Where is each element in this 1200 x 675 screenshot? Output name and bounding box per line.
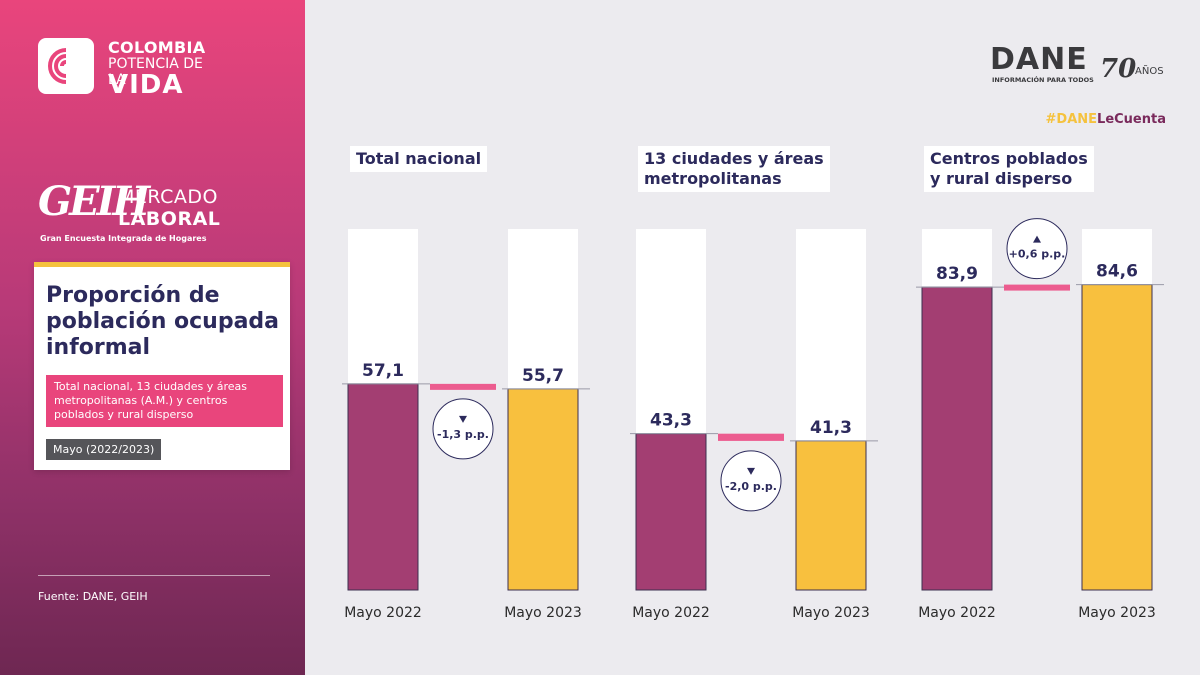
- bar-mayo-2022: [347, 383, 419, 591]
- data-label: 84,6: [1096, 262, 1138, 282]
- source-divider: [38, 575, 270, 576]
- geih-logo-subtitle: Gran Encuesta Integrada de Hogares: [40, 234, 207, 243]
- data-label: 43,3: [650, 411, 692, 431]
- bar-mayo-2023: [795, 440, 867, 591]
- category-label: Mayo 2023: [792, 605, 870, 621]
- hashtag-part2: LeCuenta: [1097, 112, 1166, 127]
- data-label: 55,7: [522, 366, 564, 386]
- geih-logo: GEIH MERCADO LABORAL Gran Encuesta Integ…: [38, 178, 238, 248]
- bar-mayo-2023: [1081, 284, 1153, 591]
- source-note: Fuente: DANE, GEIH: [38, 590, 148, 603]
- dane-logo-word: DANE: [990, 42, 1088, 77]
- difference-bar: [718, 433, 784, 441]
- dane-70-anos: AÑOS: [1135, 66, 1164, 77]
- category-label: Mayo 2022: [918, 605, 996, 621]
- hashtag: #DANELeCuenta: [1046, 112, 1166, 127]
- geih-logo-mark: GEIH: [38, 178, 150, 225]
- bar-mayo-2023: [507, 388, 579, 591]
- dane-logo-tagline: INFORMACIÓN PARA TODOS: [992, 76, 1094, 84]
- data-label: 57,1: [362, 361, 404, 381]
- gov-logo-line2: POTENCIA DE LA: [108, 56, 203, 88]
- bar-mayo-2022: [635, 433, 707, 591]
- gov-logo-icon: [38, 38, 94, 94]
- category-label: Mayo 2022: [344, 605, 422, 621]
- geih-logo-mercado: MERCADO: [118, 186, 219, 208]
- gov-logo: COLOMBIA POTENCIA DE LA VIDA: [38, 38, 218, 100]
- info-card: Proporción de población ocupada informal…: [34, 262, 290, 470]
- dane-70-mark: 70: [1100, 54, 1137, 84]
- data-label: 83,9: [936, 264, 978, 284]
- hashtag-part1: #DANE: [1045, 112, 1098, 127]
- change-label: +0,6 p.p.: [1009, 248, 1066, 261]
- change-label: -2,0 p.p.: [725, 480, 777, 493]
- panel-title: Centros poblados y rural disperso: [924, 146, 1094, 192]
- bar-mayo-2022: [921, 286, 993, 591]
- card-subtitle: Total nacional, 13 ciudades y áreas metr…: [46, 375, 283, 427]
- left-panel: COLOMBIA POTENCIA DE LA VIDA GEIH MERCAD…: [0, 0, 305, 675]
- change-bubble: [720, 450, 782, 512]
- arrow-down-icon: [459, 415, 467, 423]
- panel-title: 13 ciudades y áreas metropolitanas: [638, 146, 830, 192]
- difference-bar: [430, 383, 496, 390]
- arrow-down-icon: [747, 467, 755, 475]
- category-label: Mayo 2023: [504, 605, 582, 621]
- category-label: Mayo 2023: [1078, 605, 1156, 621]
- card-date-badge: Mayo (2022/2023): [46, 439, 162, 460]
- data-label: 41,3: [810, 418, 852, 438]
- category-label: Mayo 2022: [632, 605, 710, 621]
- gov-logo-line1: COLOMBIA: [108, 38, 206, 57]
- change-label: -1,3 p.p.: [437, 428, 489, 441]
- gov-logo-line3: VIDA: [108, 70, 184, 100]
- panel-title: Total nacional: [350, 146, 488, 172]
- geih-logo-laboral: LABORAL: [118, 208, 221, 230]
- dane-logo: DANE INFORMACIÓN PARA TODOS 70 AÑOS: [990, 42, 1170, 92]
- difference-bar: [1004, 284, 1070, 291]
- change-bubble: [1006, 218, 1068, 280]
- change-bubble: [432, 398, 494, 460]
- card-title: Proporción de población ocupada informal: [46, 283, 280, 360]
- arrow-up-icon: [1033, 235, 1041, 243]
